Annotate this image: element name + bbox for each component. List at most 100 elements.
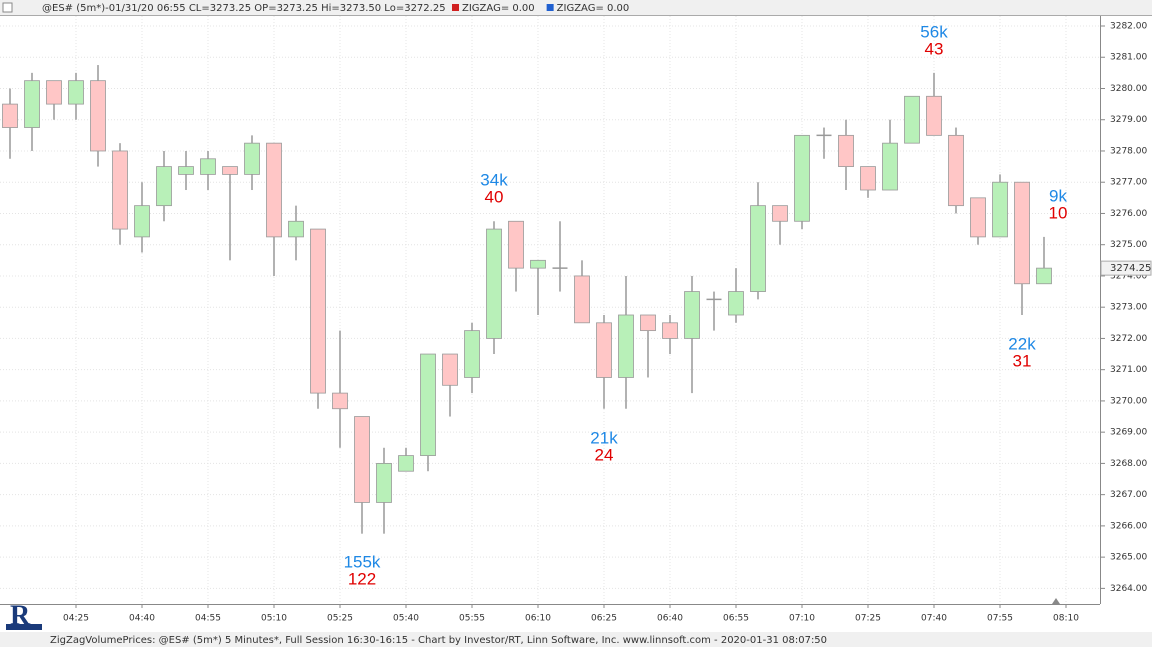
x-tick-label: 04:25 (63, 614, 89, 624)
annotation-count: 31 (1013, 351, 1032, 370)
candle-body (772, 205, 788, 222)
candle-body (2, 103, 18, 128)
y-tick-label: 3276.00 (1110, 209, 1147, 219)
candle-body (288, 220, 304, 238)
x-tick-label: 08:10 (1053, 614, 1079, 624)
last-price-label: 3274.25 (1110, 263, 1151, 274)
y-tick-label: 3272.00 (1110, 334, 1147, 344)
x-tick-label: 06:40 (657, 614, 683, 624)
candle-body (178, 166, 194, 175)
logo-r: R (10, 600, 31, 631)
x-tick-label: 04:55 (195, 614, 221, 624)
y-tick-label: 3280.00 (1110, 84, 1147, 94)
candle-body (904, 95, 920, 144)
candle-body (508, 220, 524, 269)
legend-swatch (546, 4, 554, 11)
y-tick-label: 3271.00 (1110, 365, 1147, 375)
logo-bar (6, 624, 42, 630)
x-tick-label: 05:55 (459, 614, 485, 624)
candle-body (750, 205, 766, 292)
y-tick-label: 3266.00 (1110, 521, 1147, 531)
candle-body (112, 150, 128, 230)
annotation-volume: 56k (920, 22, 948, 41)
legend-label: ZIGZAG= 0.00 (462, 3, 535, 14)
candle-body (640, 314, 656, 332)
annotation-volume: 9k (1049, 186, 1067, 205)
candle-body (24, 80, 40, 128)
y-tick-label: 3275.00 (1110, 240, 1147, 250)
candle-body (530, 259, 546, 269)
header-text: @ES# (5m*)-01/31/20 06:55 CL=3273.25 OP=… (42, 3, 446, 14)
candle-body (354, 416, 370, 503)
legend-label: ZIGZAG= 0.00 (557, 3, 630, 14)
footer-text: ZigZagVolumePrices: @ES# (5m*) 5 Minutes… (50, 635, 827, 646)
annotation-volume: 21k (590, 428, 618, 447)
y-tick-label: 3264.00 (1110, 584, 1147, 594)
y-tick-label: 3265.00 (1110, 553, 1147, 563)
y-tick-label: 3270.00 (1110, 396, 1147, 406)
candle-body (398, 455, 414, 472)
candle-body (222, 166, 238, 175)
candle-body (464, 330, 480, 378)
x-tick-label: 07:10 (789, 614, 815, 624)
x-tick-label: 05:40 (393, 614, 419, 624)
x-tick-label: 07:40 (921, 614, 947, 624)
y-tick-label: 3273.00 (1110, 303, 1147, 313)
last-price-box (1100, 260, 1152, 276)
y-tick-label: 3267.00 (1110, 490, 1147, 500)
x-tick-label: 06:10 (525, 614, 551, 624)
annotation-volume: 34k (480, 170, 508, 189)
x-tick-label: 06:25 (591, 614, 617, 624)
x-tick-label: 05:10 (261, 614, 287, 624)
x-tick-label: 05:25 (327, 614, 353, 624)
candle-body (860, 166, 876, 191)
candle-body (838, 134, 854, 167)
candle-body (200, 158, 216, 175)
candle-body (46, 80, 62, 105)
annotation-volume: 22k (1008, 334, 1036, 353)
candle-body (310, 228, 326, 394)
x-tick-label: 06:55 (723, 614, 749, 624)
annotation-count: 24 (595, 445, 614, 464)
annotation-count: 40 (485, 187, 504, 206)
candle-body (926, 95, 942, 136)
y-tick-label: 3268.00 (1110, 459, 1147, 469)
y-tick-label: 3277.00 (1110, 178, 1147, 188)
candle-body (596, 322, 612, 378)
annotation-volume: 155k (344, 552, 381, 571)
y-tick-label: 3282.00 (1110, 21, 1147, 31)
candle-body (1014, 181, 1030, 285)
candle-body (882, 142, 898, 191)
y-tick-label: 3279.00 (1110, 115, 1147, 125)
candle-body (574, 275, 590, 324)
header-bar (0, 0, 1152, 15)
candle-body (442, 353, 458, 386)
candle-body (332, 392, 348, 410)
scroll-marker (1052, 598, 1060, 604)
candle-body (794, 134, 810, 222)
candle-body (684, 291, 700, 339)
candle-body (266, 142, 282, 238)
candle-body (486, 228, 502, 339)
header-icon (2, 2, 13, 13)
x-tick-label: 07:25 (855, 614, 881, 624)
y-tick-label: 3274.00 (1110, 271, 1147, 281)
candle-body (134, 205, 150, 238)
y-tick-label: 3281.00 (1110, 53, 1147, 63)
candle-body (970, 197, 986, 238)
annotation-count: 122 (348, 569, 376, 588)
candle-body (728, 291, 744, 316)
candle-body (992, 181, 1008, 238)
y-tick-label: 3278.00 (1110, 146, 1147, 156)
x-tick-label: 04:40 (129, 614, 155, 624)
annotation-count: 43 (925, 39, 944, 58)
candle-body (244, 142, 260, 175)
candle-body (948, 134, 964, 207)
candle-body (68, 80, 84, 105)
annotation-count: 10 (1049, 203, 1068, 222)
y-tick-label: 3269.00 (1110, 428, 1147, 438)
candle-body (376, 463, 392, 503)
x-tick-label: 07:55 (987, 614, 1013, 624)
